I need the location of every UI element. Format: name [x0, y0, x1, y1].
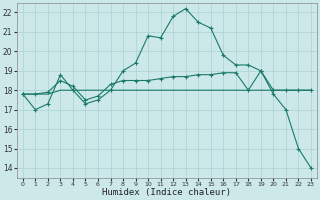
- X-axis label: Humidex (Indice chaleur): Humidex (Indice chaleur): [102, 188, 231, 197]
